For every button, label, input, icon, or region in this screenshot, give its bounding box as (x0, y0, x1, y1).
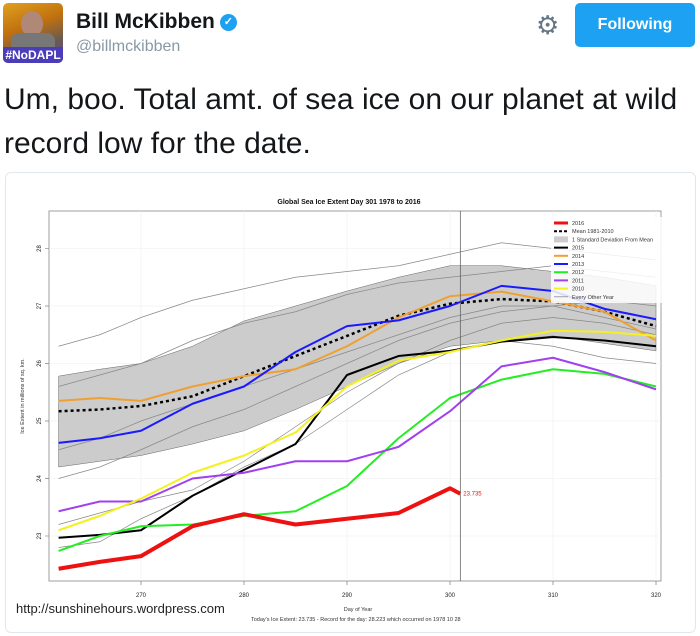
y-tick-label: 27 (37, 302, 43, 309)
media-card[interactable]: Global Sea Ice Extent Day 301 1978 to 20… (5, 172, 696, 633)
avatar-face (21, 11, 43, 37)
avatar[interactable]: #NoDAPL (3, 3, 63, 63)
y-tick-label: 23 (37, 532, 43, 539)
y-tick-label: 26 (37, 360, 43, 367)
display-name[interactable]: Bill McKibben ✓ (76, 10, 237, 34)
chart-note: Today's Ice Extent: 23.735 - Record for … (251, 617, 461, 623)
x-tick-label: 310 (548, 593, 559, 599)
y-tick-label: 28 (37, 245, 43, 252)
other-year-line (58, 299, 657, 479)
series-line-2010 (58, 329, 657, 532)
legend-label: Mean 1981-2010 (572, 229, 614, 235)
verified-icon: ✓ (219, 13, 237, 31)
series-line-2011 (58, 356, 657, 513)
legend-label: 2013 (572, 262, 584, 268)
y-axis-label: Ice Extent in millions of sq. km. (20, 358, 26, 434)
legend-label: 2012 (572, 270, 584, 276)
legend-label: 1 Standard Deviation From Mean (572, 237, 653, 243)
x-tick-label: 270 (136, 593, 147, 599)
y-tick-label: 25 (37, 417, 43, 424)
legend-background (551, 217, 663, 303)
tweet-text: Um, boo. Total amt. of sea ice on our pl… (4, 83, 678, 160)
following-button[interactable]: Following (575, 3, 695, 47)
series-line-2012 (58, 368, 657, 552)
x-tick-label: 300 (445, 593, 456, 599)
x-tick-label: 320 (651, 593, 662, 599)
end-value-label: 23.735 (463, 492, 482, 498)
legend-label: 2015 (572, 246, 584, 252)
legend-label: 2010 (572, 287, 584, 293)
chart-title: Global Sea Ice Extent Day 301 1978 to 20… (277, 199, 420, 206)
y-tick-label: 24 (37, 475, 43, 482)
legend-label: Every Other Year (572, 295, 614, 301)
gear-icon[interactable]: ⚙ (536, 10, 560, 40)
x-tick-label: 280 (239, 593, 250, 599)
legend-label: 2011 (572, 278, 584, 284)
sea-ice-chart: Global Sea Ice Extent Day 301 1978 to 20… (20, 199, 663, 623)
series-line-2016 (58, 486, 462, 571)
x-tick-label: 290 (342, 593, 353, 599)
legend: 2016 Mean 1981-2010 1 Standard Deviation F… (551, 217, 663, 303)
std-dev-band (58, 265, 657, 468)
other-year-line (58, 340, 657, 548)
legend-swatch (554, 236, 568, 243)
source-url: http://sunshinehours.wordpress.com (16, 601, 225, 616)
legend-label: 2016 (572, 221, 584, 227)
avatar-tag: #NoDAPL (3, 47, 63, 63)
x-axis-label: Day of Year (344, 607, 373, 613)
user-handle[interactable]: @billmckibben (76, 38, 181, 55)
series-line-2015 (58, 336, 657, 539)
legend-label: 2014 (572, 254, 584, 260)
display-name-text: Bill McKibben (76, 10, 215, 33)
